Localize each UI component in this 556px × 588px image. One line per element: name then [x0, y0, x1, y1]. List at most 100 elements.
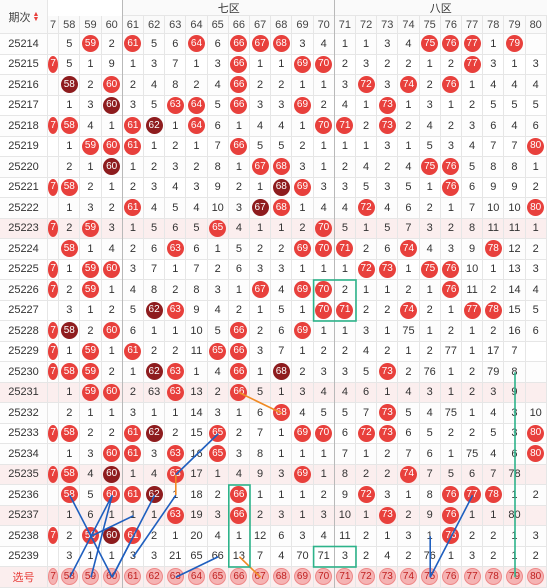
number-ball[interactable]: 80 [527, 568, 545, 586]
number-ball[interactable]: 68 [272, 568, 290, 586]
trend-cell: 1 [59, 505, 81, 526]
trend-cell: 2 [165, 423, 187, 444]
period-header[interactable]: 期次 ▲ ▼ [0, 0, 48, 34]
trend-cell[interactable]: 72 [356, 567, 378, 588]
trend-cell[interactable]: 77 [462, 567, 484, 588]
trend-cell[interactable]: 75 [419, 567, 441, 588]
miss-count: 1 [299, 345, 306, 358]
trend-cell[interactable]: 74 [398, 567, 420, 588]
number-ball[interactable]: 59 [81, 568, 99, 586]
trend-cell: 1 [377, 382, 399, 403]
trend-cell[interactable]: 58 [59, 567, 81, 588]
number-ball[interactable]: 67 [251, 568, 269, 586]
trend-cell[interactable]: 59 [80, 567, 102, 588]
trend-cell: 74 [398, 239, 420, 260]
number-ball[interactable]: 72 [357, 568, 375, 586]
trend-cell[interactable]: 70 [313, 567, 335, 588]
trend-cell[interactable]: 7 [48, 567, 60, 588]
number-ball[interactable]: 71 [336, 568, 354, 586]
number-ball[interactable]: 70 [315, 568, 333, 586]
trend-cell[interactable]: 66 [228, 567, 250, 588]
number-ball: 58 [60, 363, 78, 381]
number-ball[interactable]: 62 [145, 568, 163, 586]
number-ball[interactable]: 78 [484, 568, 502, 586]
trend-cell: 3 [440, 136, 462, 157]
sort-icon[interactable]: ▲ ▼ [32, 10, 40, 23]
trend-cell[interactable]: 63 [165, 567, 187, 588]
number-ball[interactable]: 79 [505, 568, 523, 586]
trend-cell: 60 [101, 382, 123, 403]
trend-cell: 73 [377, 362, 399, 383]
miss-count: 2 [447, 427, 454, 440]
number-ball[interactable]: 73 [378, 568, 396, 586]
miss-count: 4 [87, 468, 94, 481]
trend-cell: 74 [398, 464, 420, 485]
number-ball[interactable]: 63 [166, 568, 184, 586]
trend-cell: 11 [186, 341, 208, 362]
trend-cell[interactable]: 65 [207, 567, 229, 588]
trend-cell: 61 [122, 526, 144, 547]
trend-cell[interactable]: 67 [250, 567, 272, 588]
number-ball[interactable]: 61 [124, 568, 142, 586]
trend-cell: 1 [462, 505, 484, 526]
trend-cell[interactable]: 79 [504, 567, 526, 588]
number-ball: 7 [48, 55, 59, 73]
miss-count: 6 [151, 242, 158, 255]
miss-count: 2 [341, 345, 348, 358]
trend-cell: 63 [165, 505, 187, 526]
number-ball[interactable]: 75 [421, 568, 439, 586]
trend-cell[interactable]: 80 [525, 567, 547, 588]
trend-cell[interactable]: 69 [292, 567, 314, 588]
period-cell[interactable]: 选号 [0, 567, 48, 588]
zone-separator-2 [333, 0, 335, 588]
number-ball[interactable]: 64 [187, 568, 205, 586]
trend-cell[interactable]: 60 [101, 567, 123, 588]
number-ball: 58 [60, 486, 78, 504]
number-ball[interactable]: 77 [463, 568, 481, 586]
number-ball[interactable]: 58 [60, 568, 78, 586]
trend-cell: 1 [80, 239, 102, 260]
number-ball[interactable]: 66 [230, 568, 248, 586]
trend-cell: 1 [419, 54, 441, 75]
trend-cell[interactable]: 73 [377, 567, 399, 588]
trend-cell: 1 [292, 300, 314, 321]
miss-count: 3 [447, 242, 454, 255]
trend-cell[interactable]: 64 [186, 567, 208, 588]
number-ball: 69 [293, 465, 311, 483]
miss-count: 4 [511, 78, 518, 91]
miss-count: 4 [405, 160, 412, 173]
number-ball[interactable]: 69 [293, 568, 311, 586]
number-ball: 69 [293, 424, 311, 442]
trend-cell: 1 [80, 54, 102, 75]
miss-count: 2 [129, 242, 136, 255]
trend-cell[interactable]: 62 [144, 567, 166, 588]
trend-cell[interactable]: 68 [271, 567, 293, 588]
trend-cell: 2 [356, 116, 378, 137]
trend-cell: 72 [356, 423, 378, 444]
trend-cell[interactable]: 78 [483, 567, 505, 588]
miss-count: 1 [172, 488, 179, 501]
number-ball[interactable]: 65 [209, 568, 227, 586]
miss-count: 3 [490, 386, 497, 399]
trend-cell: 2 [398, 505, 420, 526]
trend-cell: 1 [59, 259, 81, 280]
period-cell: 25230 [0, 362, 48, 383]
trend-cell: 5 [483, 423, 505, 444]
number-ball[interactable]: 74 [399, 568, 417, 586]
number-ball[interactable]: 60 [103, 568, 121, 586]
number-ball[interactable]: 76 [442, 568, 460, 586]
trend-cell: 1 [80, 157, 102, 178]
number-ball: 73 [378, 96, 396, 114]
trend-cell: 3 [483, 382, 505, 403]
trend-cell: 4 [483, 444, 505, 465]
trend-cell[interactable]: 61 [122, 567, 144, 588]
miss-count: 6 [172, 37, 179, 50]
number-ball[interactable]: 7 [48, 568, 59, 586]
miss-count: 2 [235, 304, 242, 317]
number-ball: 63 [166, 96, 184, 114]
trend-cell: 1 [271, 218, 293, 239]
miss-count: 1 [193, 58, 200, 71]
miss-count: 1 [129, 509, 136, 522]
trend-cell[interactable]: 71 [334, 567, 356, 588]
trend-cell[interactable]: 76 [440, 567, 462, 588]
